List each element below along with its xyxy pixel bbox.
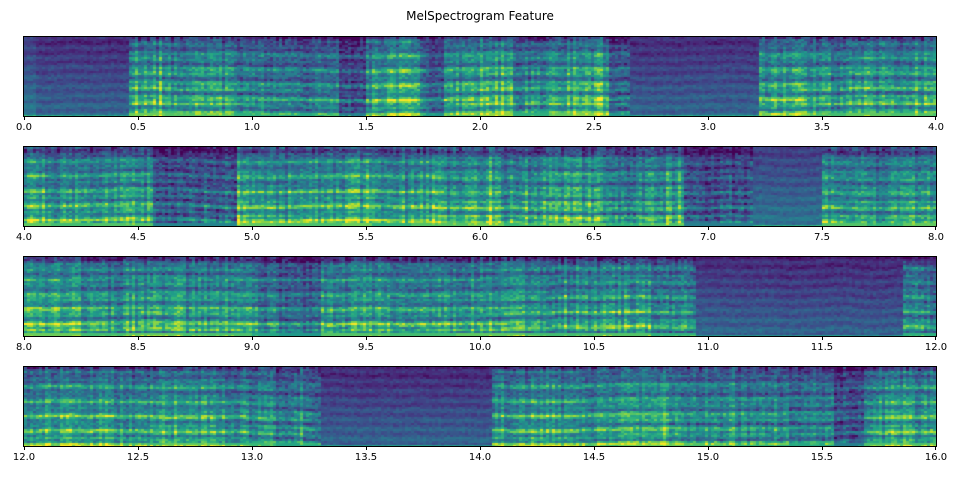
x-tick-label: 1.0 [244, 122, 260, 133]
x-tick-label: 15.5 [810, 452, 834, 463]
x-tick [138, 116, 139, 120]
x-tick [24, 226, 25, 230]
x-tick-label: 5.5 [358, 232, 374, 243]
x-tick-label: 3.5 [814, 122, 830, 133]
x-tick [708, 116, 709, 120]
x-tick-label: 5.0 [244, 232, 260, 243]
x-tick-label: 15.0 [696, 452, 720, 463]
x-tick [366, 446, 367, 450]
x-tick [822, 226, 823, 230]
x-tick-label: 0.0 [16, 122, 32, 133]
x-tick [366, 336, 367, 340]
spectrogram-canvas-1 [24, 37, 936, 116]
subplot-row-4: 12.0 12.5 13.0 13.5 14.0 14.5 15.0 15.5 16.0 [13, 366, 947, 463]
x-tick [708, 446, 709, 450]
x-tick [594, 336, 595, 340]
x-tick [138, 446, 139, 450]
subplot-row-2: 4.0 4.5 5.0 5.5 6.0 6.5 7.0 7.5 8.0 [16, 146, 944, 243]
x-tick [24, 116, 25, 120]
x-tick [480, 446, 481, 450]
x-tick-label: 11.5 [810, 342, 834, 353]
x-tick-label: 0.5 [130, 122, 146, 133]
x-tick-label: 4.5 [130, 232, 146, 243]
x-tick-label: 16.0 [924, 452, 948, 463]
x-tick [594, 226, 595, 230]
x-tick-label: 11.0 [696, 342, 720, 353]
x-tick [935, 336, 936, 340]
x-tick [366, 116, 367, 120]
x-tick [935, 226, 936, 230]
x-tick-label: 14.0 [468, 452, 492, 463]
x-tick-label: 14.5 [582, 452, 606, 463]
x-tick-label: 10.5 [582, 342, 606, 353]
x-tick [24, 336, 25, 340]
x-tick [252, 116, 253, 120]
x-tick [935, 446, 936, 450]
x-tick [252, 336, 253, 340]
x-tick-label: 1.5 [358, 122, 374, 133]
x-tick-label: 6.0 [472, 232, 488, 243]
x-tick-label: 2.0 [472, 122, 488, 133]
x-tick-label: 7.5 [814, 232, 830, 243]
x-tick [708, 336, 709, 340]
x-tick-label: 3.0 [700, 122, 716, 133]
x-tick-label: 8.0 [928, 232, 944, 243]
spectrogram-canvas-3 [24, 257, 936, 336]
x-tick-label: 8.0 [16, 342, 32, 353]
x-tick-label: 12.5 [126, 452, 150, 463]
x-tick-label: 6.5 [586, 232, 602, 243]
chart-title: MelSpectrogram Feature [406, 9, 554, 23]
x-tick [822, 446, 823, 450]
x-tick [480, 226, 481, 230]
x-tick [480, 116, 481, 120]
x-tick-label: 4.0 [928, 122, 944, 133]
x-tick [24, 446, 25, 450]
x-tick-label: 13.5 [354, 452, 378, 463]
x-tick-label: 9.0 [244, 342, 260, 353]
x-tick-label: 13.0 [240, 452, 264, 463]
x-tick-label: 12.0 [12, 452, 36, 463]
x-tick [252, 446, 253, 450]
x-tick-label: 10.0 [468, 342, 492, 353]
subplot-row-1: 0.0 0.5 1.0 1.5 2.0 2.5 3.0 3.5 4.0 [16, 36, 944, 133]
x-tick-label: 9.5 [358, 342, 374, 353]
x-tick-label: 8.5 [130, 342, 146, 353]
x-tick [822, 336, 823, 340]
spectrogram-canvas-4 [24, 367, 936, 446]
subplot-row-3: 8.0 8.5 9.0 9.5 10.0 10.5 11.0 11.5 12.0 [16, 256, 947, 353]
x-tick-label: 4.0 [16, 232, 32, 243]
spectrogram-canvas-2 [24, 147, 936, 226]
x-tick [822, 116, 823, 120]
x-tick [594, 116, 595, 120]
x-tick [138, 336, 139, 340]
x-tick-label: 7.0 [700, 232, 716, 243]
x-tick [480, 336, 481, 340]
x-tick [708, 226, 709, 230]
x-tick [138, 226, 139, 230]
x-tick-label: 12.0 [924, 342, 948, 353]
x-tick [594, 446, 595, 450]
x-tick [935, 116, 936, 120]
x-tick [252, 226, 253, 230]
x-tick [366, 226, 367, 230]
x-tick-label: 2.5 [586, 122, 602, 133]
